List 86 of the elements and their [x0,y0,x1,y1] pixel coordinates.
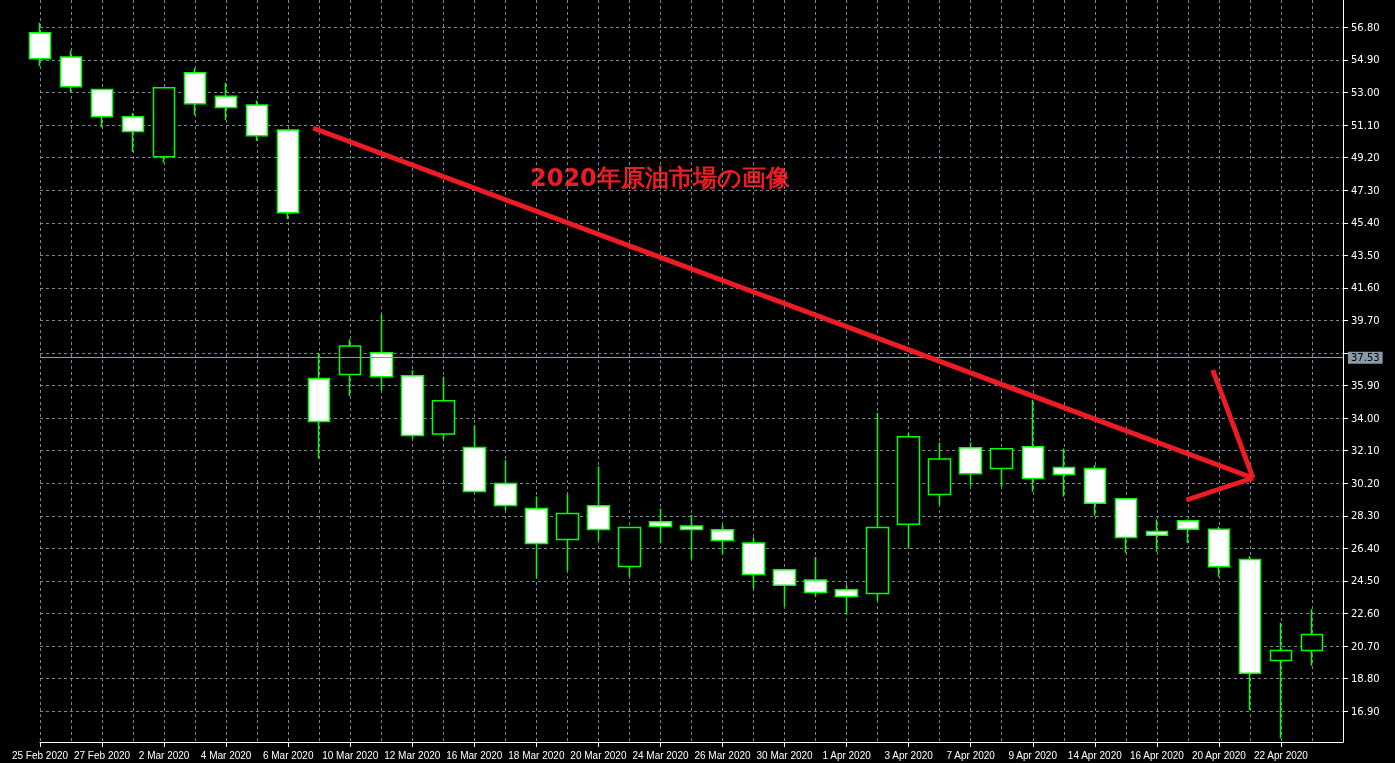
x-tick-label: 3 Apr 2020 [884,749,934,761]
candlestick [183,67,207,116]
x-tick-label: 18 Mar 2020 [508,749,565,761]
candlestick [741,536,766,590]
x-tick-label: 16 Apr 2020 [1129,749,1185,761]
x-tick-label: 2 Mar 2020 [138,749,190,761]
candlestick [338,338,362,397]
y-tick-label: 20.70 [1351,640,1380,652]
candlestick [462,424,487,493]
candlestick [1021,399,1045,493]
candlestick [121,112,145,153]
candlestick [400,369,425,440]
candlestick [989,447,1014,488]
candlestick [772,569,797,608]
y-tick-label: 35.90 [1351,380,1380,392]
annotation: 2020年原油市場の画像 [530,164,791,192]
y-tick-label: 39.70 [1351,314,1380,326]
candlestick [152,86,176,164]
candlestick [679,514,704,560]
candlestick [28,22,52,67]
x-tick-label: 6 Mar 2020 [262,749,314,761]
y-tick-label: 34.00 [1351,412,1380,424]
candlestick [648,507,673,544]
x-tick-label: 24 Mar 2020 [632,749,689,761]
candlestick [834,584,859,616]
y-tick-label: 16.90 [1351,705,1380,717]
candlestick [1300,608,1324,667]
y-tick-label: 32.10 [1351,445,1380,457]
y-tick-label: 54.90 [1351,54,1380,66]
x-tick-label: 1 Apr 2020 [822,749,872,761]
candlestick [958,441,983,487]
x-tick-label: 22 Apr 2020 [1253,749,1309,761]
candlestick [896,432,921,550]
candlestick [493,459,518,511]
candlestick [59,49,83,93]
y-tick-label: 45.40 [1351,217,1380,229]
candlestick [431,375,456,440]
candlestick [710,524,735,555]
y-tick-label: 30.20 [1351,477,1380,489]
candlestick [617,526,642,578]
x-tick-label: 9 Apr 2020 [1008,749,1058,761]
x-tick-label: 25 Feb 2020 [11,749,69,761]
y-tick-label: 41.60 [1351,282,1380,294]
candlestick [1176,518,1200,544]
ref-line-label: 37.53 [1351,352,1380,364]
x-tick-label: 7 Apr 2020 [946,749,996,761]
candlestick [276,129,300,221]
x-tick-label: 12 Mar 2020 [384,749,441,761]
x-tick-label: 16 Mar 2020 [446,749,503,761]
candlestick [245,99,269,142]
candlestick [307,351,331,460]
y-tick-label: 18.80 [1351,673,1380,685]
candlestick [1083,464,1107,517]
candlestick [1238,555,1262,711]
candlestick [524,495,549,579]
candlestick [555,493,580,572]
y-tick-label: 56.80 [1351,21,1380,33]
y-tick-label: 22.60 [1351,607,1380,619]
candlestick [90,88,114,128]
candlestick [803,556,828,598]
x-tick-label: 10 Mar 2020 [322,749,379,761]
candlestick [1207,526,1231,578]
candlestick [214,82,238,121]
x-tick-label: 26 Mar 2020 [694,749,752,761]
y-tick-label: 49.20 [1351,152,1380,164]
x-tick-label: 30 Mar 2020 [756,749,814,761]
candlestick [865,411,890,602]
y-tick-label: 51.10 [1351,119,1380,131]
y-tick-label: 28.30 [1351,510,1380,522]
y-tick-label: 43.50 [1351,249,1380,261]
x-tick-label: 14 Apr 2020 [1067,749,1123,761]
x-tick-label: 20 Mar 2020 [570,749,627,761]
y-tick-label: 47.30 [1351,184,1380,196]
candlestick [369,313,394,391]
x-tick-label: 27 Feb 2020 [73,749,131,761]
y-tick-label: 53.00 [1351,87,1380,99]
candlestick [586,465,611,542]
y-tick-label: 26.40 [1351,542,1380,554]
candlestick [1052,448,1076,498]
y-tick-label: 24.50 [1351,575,1380,587]
x-tick-label: 20 Apr 2020 [1191,749,1247,761]
candlestick [1145,518,1169,553]
x-tick-label: 4 Mar 2020 [200,749,252,761]
candlestick [1114,497,1138,554]
candlestick [1269,621,1293,739]
candlestick [927,441,952,506]
